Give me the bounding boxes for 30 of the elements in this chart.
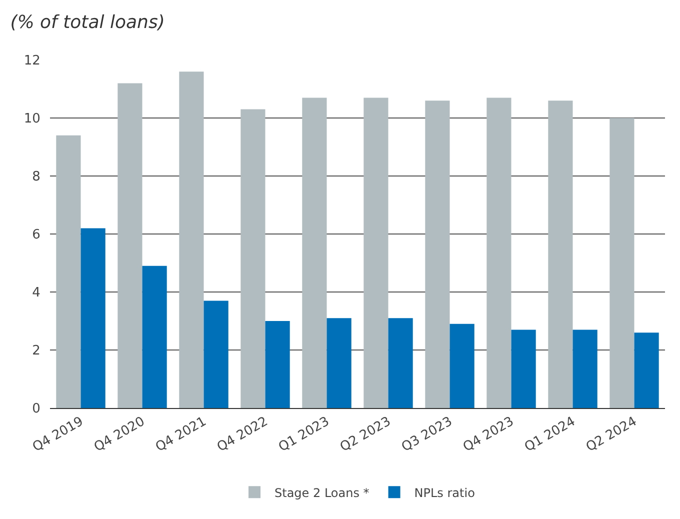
bar — [548, 100, 573, 408]
bar — [326, 318, 352, 408]
bar — [450, 324, 474, 408]
bar — [425, 100, 450, 408]
chart-title: (% of total loans) — [10, 12, 165, 34]
bar — [572, 330, 598, 408]
legend-label: NPLs ratio — [414, 486, 475, 500]
y-tick-label: 10 — [24, 112, 40, 127]
y-tick-label: 2 — [32, 344, 40, 359]
bar — [265, 321, 290, 408]
bar — [56, 135, 81, 408]
bar — [179, 72, 204, 408]
y-tick-label: 4 — [32, 286, 40, 301]
bar — [80, 228, 106, 408]
bar — [142, 266, 167, 408]
bar — [511, 330, 536, 408]
bar — [388, 318, 413, 408]
bar — [364, 98, 388, 408]
y-tick-label: 0 — [32, 402, 40, 417]
bar — [610, 118, 634, 408]
bar — [204, 300, 228, 408]
bar — [634, 332, 659, 408]
bar — [486, 98, 512, 408]
y-tick-label: 6 — [32, 228, 40, 243]
y-tick-label: 8 — [32, 170, 40, 185]
bar — [302, 98, 327, 408]
bar — [118, 83, 142, 408]
y-tick-label: 12 — [24, 54, 40, 69]
legend-label: Stage 2 Loans * — [274, 486, 370, 500]
bar — [240, 109, 266, 408]
